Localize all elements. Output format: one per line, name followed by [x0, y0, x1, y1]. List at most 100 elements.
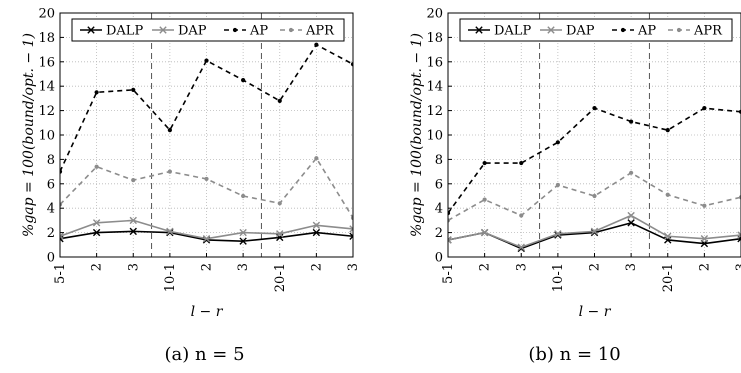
data-point-apr — [204, 176, 209, 182]
y-tick-label: 6 — [435, 177, 443, 192]
data-point-dap — [737, 231, 741, 239]
data-point-apr — [448, 218, 451, 223]
y-tick-label: 18 — [426, 31, 443, 46]
data-point-dap — [590, 227, 599, 236]
data-point-dap — [166, 227, 174, 236]
data-point-apr — [241, 193, 246, 199]
data-point-apr — [314, 156, 319, 161]
data-point-dalp — [60, 235, 64, 243]
data-point-dap — [448, 236, 452, 244]
data-point-apr — [665, 192, 670, 197]
legend-label-dalp: DALP — [106, 24, 143, 39]
x-tick-label: 3 — [624, 263, 639, 271]
data-point-ap — [131, 87, 136, 92]
data-point-apr — [350, 215, 353, 221]
data-point-ap — [482, 160, 487, 166]
figure-caption: (b) n = 10 — [528, 344, 620, 365]
x-tick-label: 2 — [478, 263, 493, 271]
x-axis-title: l − r — [579, 304, 612, 320]
data-point-apr — [60, 202, 63, 207]
x-tick-label: 10-1 — [551, 263, 566, 292]
y-tick-label: 4 — [435, 202, 443, 217]
data-point-dap — [92, 219, 101, 227]
data-point-ap — [241, 78, 246, 83]
data-point-dap — [700, 235, 709, 243]
y-tick-label: 10 — [426, 129, 443, 144]
data-point-apr — [519, 213, 524, 218]
data-point-dap — [202, 235, 211, 243]
legend-label-dap: DAP — [566, 24, 595, 39]
y-tick-label: 8 — [47, 153, 55, 168]
data-point-ap — [629, 119, 634, 124]
data-point-apr — [702, 203, 707, 208]
data-point-dap — [554, 230, 562, 238]
legend-label-apr: APR — [693, 24, 723, 39]
data-point-ap — [60, 169, 63, 174]
x-tick-label: 2 — [90, 263, 105, 271]
y-tick-label: 0 — [435, 251, 443, 266]
legend-label-apr: APR — [305, 24, 335, 39]
data-point-ap — [592, 106, 597, 111]
data-point-dap — [517, 243, 525, 251]
series-line-apr — [448, 172, 741, 222]
figure-caption: (a) n = 5 — [164, 344, 244, 365]
x-tick-label: 2 — [588, 263, 603, 271]
legend-marker-apr — [676, 27, 682, 33]
legend: DALP DAP AP APR — [71, 18, 345, 42]
legend-marker-dap — [159, 26, 167, 34]
data-point-ap — [94, 90, 99, 95]
data-point-dap — [129, 216, 137, 225]
x-tick-label: 2 — [200, 263, 215, 271]
legend-box — [459, 18, 733, 42]
x-tick-label: 2 — [309, 263, 324, 271]
y-tick-label: 20 — [426, 7, 443, 22]
data-point-apr — [131, 178, 136, 183]
x-tick-label: 3 — [734, 263, 741, 271]
data-point-dap — [349, 225, 353, 233]
y-axis-title: %gap = 100(bound/opt. − 1) — [409, 33, 425, 237]
y-tick-label: 18 — [38, 31, 55, 46]
x-tick-label: 10-1 — [163, 263, 178, 292]
y-tick-label: 4 — [47, 202, 55, 217]
legend: DALP DAP AP APR — [459, 18, 733, 42]
data-point-ap — [519, 160, 524, 166]
y-tick-label: 16 — [426, 55, 443, 70]
data-point-apr — [482, 197, 487, 202]
data-point-ap — [277, 98, 282, 103]
data-point-apr — [629, 170, 634, 175]
data-point-dap — [480, 228, 489, 237]
x-tick-label: 20-1 — [661, 263, 676, 292]
series-group — [60, 42, 353, 245]
data-point-ap — [448, 210, 451, 216]
data-point-ap — [555, 140, 560, 145]
legend-label-ap: AP — [249, 24, 268, 39]
y-axis-title: %gap = 100(bound/opt. − 1) — [21, 33, 37, 237]
data-point-dalp — [627, 219, 635, 227]
y-tick-label: 8 — [435, 153, 443, 168]
data-point-dalp — [239, 237, 247, 245]
legend-marker-dap — [547, 26, 555, 34]
data-point-apr — [592, 193, 597, 199]
y-tick-label: 10 — [38, 129, 55, 144]
data-point-ap — [702, 106, 707, 111]
y-tick-label: 0 — [47, 251, 55, 266]
data-point-ap — [350, 62, 353, 67]
data-point-apr — [167, 169, 172, 174]
chart-panel-2: 0 2 4 6 8 10 12 14 16 18 20 5-1 2 3 10-1 2 3 20-1 2 3 l − r%… — [409, 7, 741, 365]
x-axis-title: l − r — [191, 304, 224, 320]
x-tick-label: 2 — [697, 263, 712, 271]
data-point-ap — [665, 128, 670, 133]
legend-label-dalp: DALP — [494, 24, 531, 39]
data-point-dalp — [92, 228, 101, 237]
y-tick-label: 12 — [426, 104, 443, 119]
y-tick-label: 2 — [47, 226, 55, 241]
legend-marker-ap — [232, 27, 238, 33]
data-point-dap — [664, 232, 672, 240]
x-tick-label: 3 — [236, 263, 251, 271]
x-tick-label: 3 — [126, 263, 141, 271]
y-tick-label: 14 — [38, 80, 55, 95]
data-point-dap — [276, 230, 284, 238]
legend-marker-ap — [620, 27, 626, 33]
legend-label-ap: AP — [637, 24, 656, 39]
